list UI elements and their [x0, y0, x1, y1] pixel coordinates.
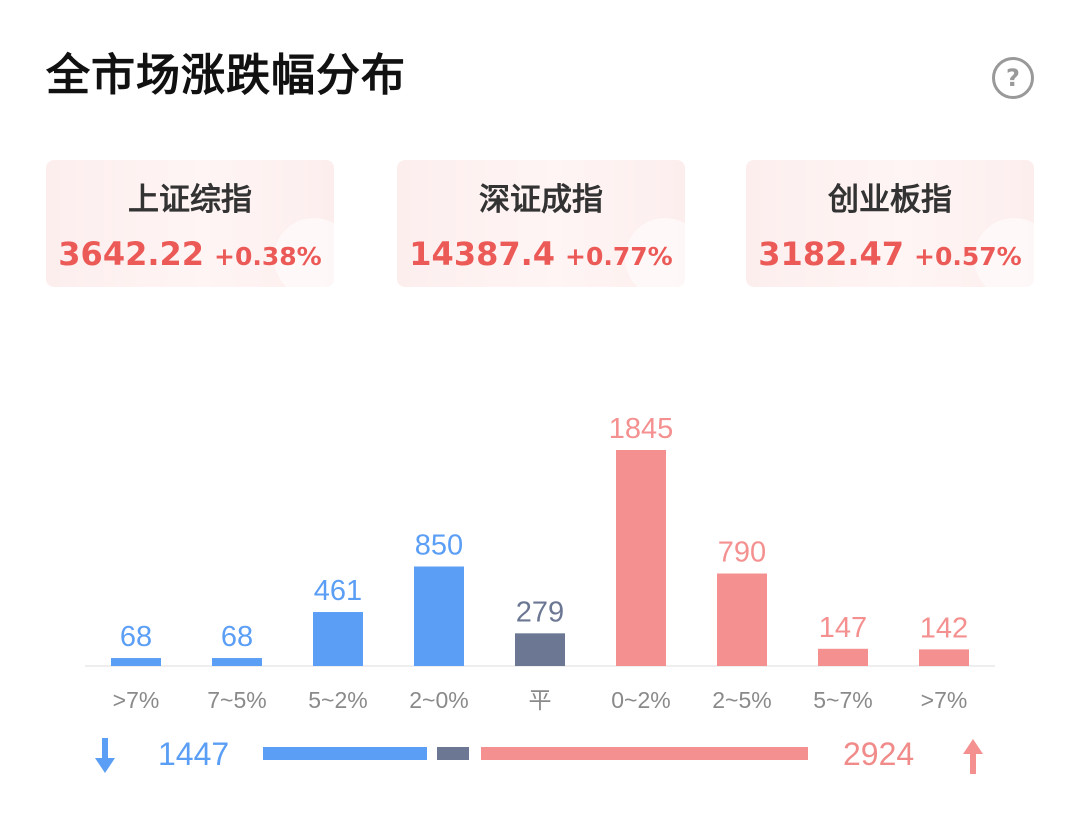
up-segment	[481, 747, 808, 760]
distribution-bar-chart: 68 >7% 68 7~5% 461 5~2% 850 2~0% 279 平 1845 0~2% 790…	[85, 413, 995, 713]
bar	[919, 649, 969, 666]
index-values: 3642.22 +0.38%	[46, 234, 334, 280]
index-values: 3182.47 +0.57%	[746, 234, 1034, 280]
bar	[616, 450, 666, 666]
bar	[414, 566, 464, 666]
index-change: +0.57%	[914, 242, 1022, 271]
bar	[818, 648, 868, 666]
summary-bar: 1447 2924	[0, 730, 1080, 780]
index-change: +0.77%	[565, 242, 673, 271]
arrow-up-icon	[963, 739, 983, 774]
help-icon[interactable]: ?	[992, 57, 1034, 99]
index-values: 14387.4 +0.77%	[397, 234, 685, 280]
bar-value-label: 68	[221, 621, 253, 653]
x-tick-label: 0~2%	[611, 687, 670, 713]
index-card-shanghai[interactable]: 上证综指 3642.22 +0.38%	[46, 160, 334, 287]
page-title: 全市场涨跌幅分布	[46, 50, 406, 101]
bar	[515, 633, 565, 666]
bar	[313, 612, 363, 666]
card-decoration	[274, 218, 334, 287]
bar-value-label: 142	[920, 612, 968, 644]
index-card-chinext[interactable]: 创业板指 3182.47 +0.57%	[746, 160, 1034, 287]
bar	[212, 658, 262, 666]
up-total: 2924	[843, 736, 915, 772]
bar-value-label: 68	[120, 621, 152, 653]
x-tick-label: >7%	[113, 687, 160, 713]
index-name: 深证成指	[479, 182, 603, 218]
down-segment	[263, 747, 427, 760]
bar-value-label: 790	[718, 537, 766, 569]
bar	[717, 573, 767, 666]
x-tick-label: 5~2%	[308, 687, 367, 713]
down-total: 1447	[158, 736, 230, 772]
x-tick-label: 平	[529, 687, 552, 713]
index-card-shenzhen[interactable]: 深证成指 14387.4 +0.77%	[397, 160, 685, 287]
index-value: 3642.22	[58, 235, 205, 273]
bar-value-label: 279	[516, 596, 564, 628]
x-tick-label: 5~7%	[813, 687, 872, 713]
index-change: +0.38%	[214, 242, 322, 271]
bar-value-label: 1845	[609, 413, 674, 445]
bar-value-label: 850	[415, 529, 463, 561]
x-tick-label: 2~5%	[712, 687, 771, 713]
index-value: 3182.47	[758, 235, 905, 273]
card-decoration	[625, 218, 685, 287]
bar	[111, 658, 161, 666]
card-decoration	[974, 218, 1034, 287]
flat-segment	[437, 747, 469, 760]
arrow-down-icon	[95, 738, 115, 773]
x-tick-label: >7%	[921, 687, 968, 713]
index-name: 创业板指	[828, 182, 952, 218]
index-value: 14387.4	[409, 235, 556, 273]
bar-value-label: 147	[819, 612, 867, 644]
index-name: 上证综指	[128, 182, 252, 218]
x-tick-label: 7~5%	[207, 687, 266, 713]
x-tick-label: 2~0%	[409, 687, 468, 713]
bar-value-label: 461	[314, 575, 362, 607]
